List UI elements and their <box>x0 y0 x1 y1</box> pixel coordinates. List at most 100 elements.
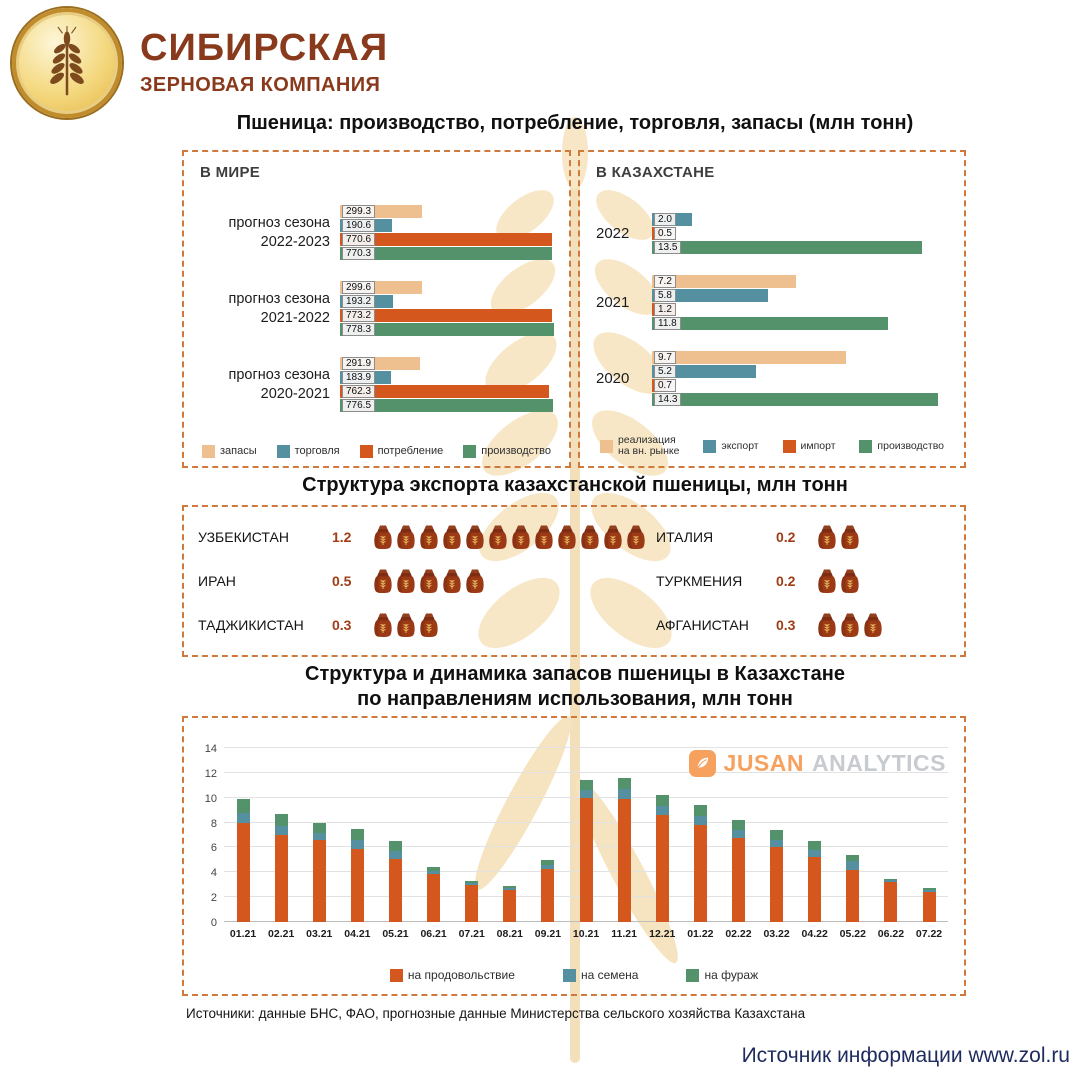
bar-segment-green <box>312 822 326 833</box>
bar-group-label-line: 2021 <box>596 293 630 311</box>
bar-segment-green <box>427 867 441 872</box>
bar-group: 2020 9.7 5.2 0.7 14.3 <box>588 350 952 407</box>
bar-segment-green <box>846 854 860 862</box>
grain-sack-icon <box>372 568 394 594</box>
bar-segment-orange <box>541 868 555 922</box>
x-axis-label: 04.22 <box>801 928 828 940</box>
x-axis-label: 03.22 <box>763 928 790 940</box>
stacked-bar <box>350 828 364 922</box>
x-axis-label: 07.21 <box>458 928 485 940</box>
kazakhstan-bar-groups: 2022 2.0 0.5 13.5 2021 7.2 5.8 1.2 11.8 2020 9.7 5.… <box>588 212 952 407</box>
bar-group-label-line: 2021-2022 <box>260 309 330 326</box>
bar-segment-teal <box>579 790 593 798</box>
bar-segment-teal <box>388 851 402 859</box>
bar-segment-orange <box>236 822 250 922</box>
grain-sack-icon <box>839 524 861 550</box>
export-row: ТУРКМЕНИЯ 0.2 <box>656 560 950 602</box>
zol-source-credit: Источник информации www.zol.ru <box>741 1044 1070 1067</box>
bar-value-label: 183.9 <box>342 371 376 384</box>
legend-item: реализация на вн. рынке <box>599 434 679 458</box>
chart-columns: 01.21 02.21 03.21 04.21 05.21 06.21 07.21 08.21… <box>224 748 948 940</box>
legend-label: производство <box>877 440 944 453</box>
bar-segment-orange <box>808 857 822 922</box>
bar-segment-green <box>236 798 250 813</box>
brand-subtitle: ЗЕРНОВАЯ КОМПАНИЯ <box>140 73 381 96</box>
bar-group-label-line: 2022 <box>596 224 630 242</box>
bar-group: 2021 7.2 5.8 1.2 11.8 <box>588 274 952 331</box>
bar-value-label: 1.2 <box>654 303 676 316</box>
bar-orange <box>340 233 552 246</box>
stacked-bar <box>236 798 250 922</box>
legend-item: производство <box>859 439 944 453</box>
bar-segment-green <box>655 795 669 807</box>
bar-group-label: 2022 <box>588 224 652 244</box>
legend-swatch-tan <box>599 439 613 453</box>
bar-segment-green <box>731 820 745 831</box>
y-axis-tick-label: 14 <box>204 743 217 755</box>
bar-row: 11.8 <box>652 317 952 330</box>
brand-name: СИБИРСКАЯ <box>140 27 389 70</box>
legend-item: торговля <box>276 445 340 458</box>
bar-value-label: 299.6 <box>342 281 376 294</box>
grain-sack-icon <box>556 524 578 550</box>
x-axis-label: 06.22 <box>877 928 905 940</box>
stocks-chart: 0 2 4 6 8 10 12 14 01.21 02.21 03.21 04.21 05.21 06.… <box>205 743 948 940</box>
bar-value-label: 190.6 <box>342 219 376 232</box>
x-axis-label: 03.21 <box>306 928 333 940</box>
legend-swatch-teal <box>276 445 290 458</box>
bar-row: 299.6 <box>340 281 557 294</box>
bar-segment-teal <box>884 880 898 883</box>
bar-segment-orange <box>427 873 441 922</box>
export-value: 0.5 <box>332 573 352 589</box>
x-axis-label: 05.22 <box>839 928 866 940</box>
bar-segment-orange <box>503 889 517 922</box>
bar-value-label: 299.3 <box>342 205 376 218</box>
bar-green <box>652 317 888 330</box>
company-logo <box>12 8 122 118</box>
export-country-label: ИТАЛИЯ <box>656 529 714 545</box>
bar-segment-green <box>808 841 822 850</box>
export-column-right: ИТАЛИЯ 0.2 ТУРКМЕНИЯ 0.2 АФГАНИСТАН 0.3 <box>656 515 950 647</box>
stacked-bar-column: 06.21 <box>415 748 453 940</box>
bar-group: 2022 2.0 0.5 13.5 <box>588 212 952 255</box>
legend-label-line: запасы <box>219 445 257 458</box>
legend-swatch-teal <box>562 968 576 982</box>
bar-tan <box>652 351 846 364</box>
bar-segment-teal <box>350 839 364 849</box>
export-country-label: ТАДЖИКИСТАН <box>198 617 304 633</box>
bar-segment-teal <box>693 816 707 826</box>
world-panel-label: В МИРЕ <box>200 164 261 181</box>
bar-value-label: 193.2 <box>342 295 376 308</box>
export-value: 1.2 <box>332 529 352 545</box>
legend-label-line: на продовольствие <box>407 967 515 982</box>
bar-segment-green <box>388 841 402 852</box>
stacked-bar <box>846 854 860 922</box>
export-value: 0.2 <box>776 573 796 589</box>
grain-sack-icon <box>395 568 417 594</box>
legend-swatch-teal <box>703 439 717 453</box>
stacked-bar-column: 12.21 <box>643 748 681 940</box>
legend-item: на продовольствие <box>389 967 515 982</box>
bar-segment-orange <box>350 848 364 922</box>
bar-segment-green <box>579 780 593 791</box>
legend-label-line: на семена <box>580 967 639 982</box>
world-legend: запасы торговля потребление производство <box>192 445 561 458</box>
grain-sack-icon <box>441 568 463 594</box>
stacked-bar-column: 01.21 <box>224 748 262 940</box>
kazakhstan-legend: реализация на вн. рынке экспорт импорт произ… <box>588 434 956 458</box>
legend-item: потребление <box>359 445 443 458</box>
legend-swatch-green <box>463 445 477 458</box>
bar-segment-orange <box>693 825 707 922</box>
jusan-brand-text: JUSAN <box>723 750 804 776</box>
bar-value-label: 0.7 <box>654 379 676 392</box>
bar-orange <box>340 385 550 398</box>
bar-value-label: 9.7 <box>654 351 676 364</box>
stacked-bar-column: 03.22 <box>758 748 796 940</box>
bar-orange <box>340 309 553 322</box>
bar-group-label: прогноз сезона 2022-2023 <box>192 214 340 252</box>
bar-segment-teal <box>541 864 555 869</box>
legend-label: импорт <box>801 440 836 453</box>
bar-green <box>652 393 938 406</box>
bar-segment-orange <box>922 892 936 922</box>
